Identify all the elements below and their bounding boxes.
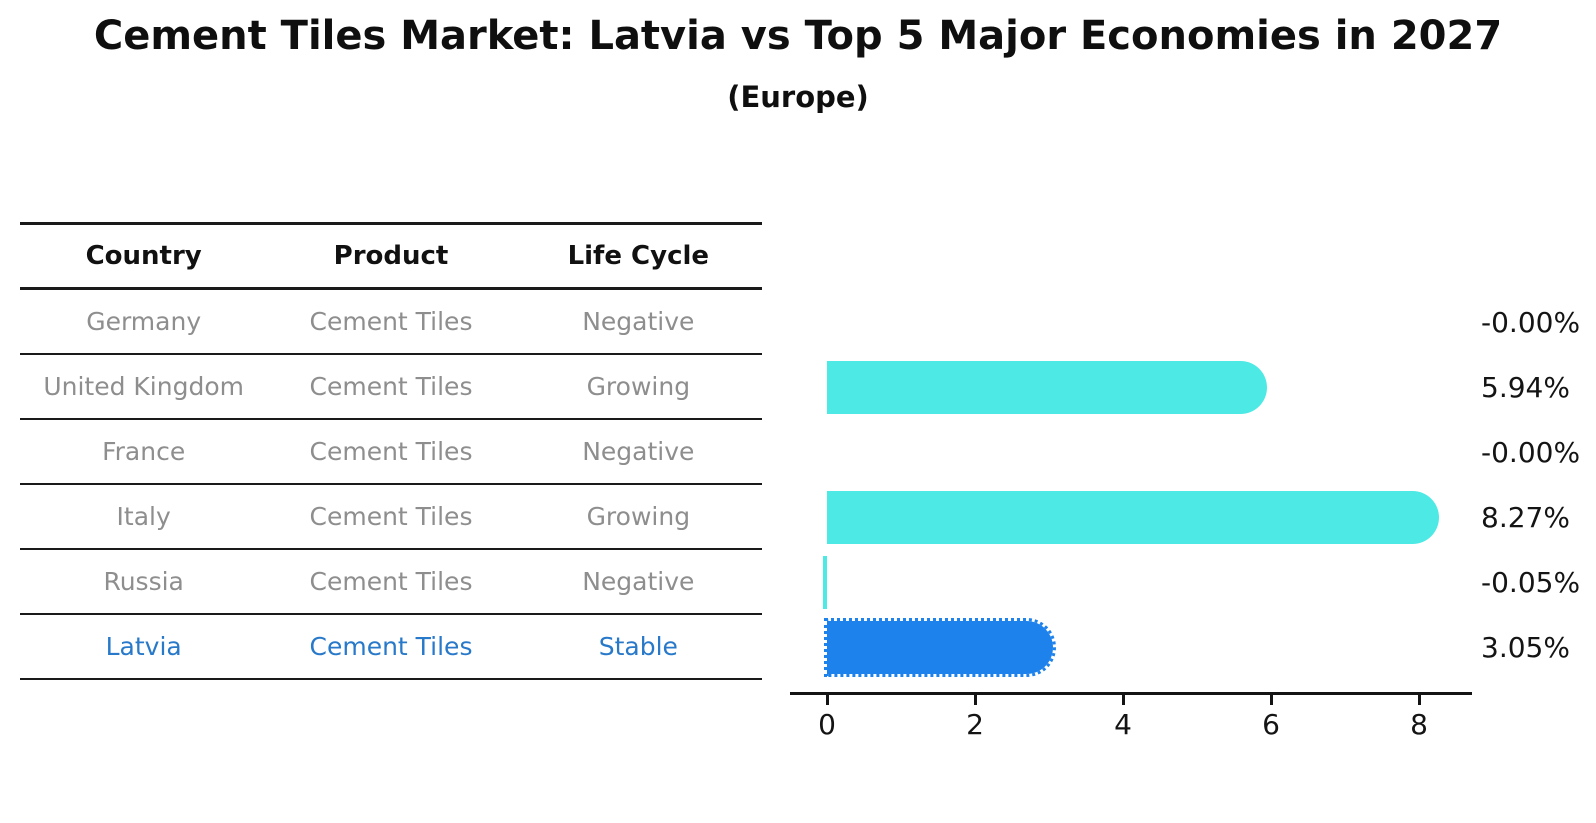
x-axis-tick-6 — [1269, 695, 1273, 705]
column-header-life-cycle: Life Cycle — [567, 241, 710, 271]
table-row-germany: Germany Cement Tiles Negative — [20, 290, 762, 355]
value-label-latvia: 3.05% — [1481, 630, 1570, 664]
cell-product: Cement Tiles — [309, 502, 473, 531]
x-axis-line — [790, 692, 1472, 695]
column-header-product: Product — [333, 241, 449, 271]
value-label-united-kingdom: 5.94% — [1481, 370, 1570, 404]
cell-life-cycle: Growing — [586, 372, 691, 401]
x-axis-tick-0 — [825, 695, 829, 705]
value-label-france: -0.00% — [1481, 435, 1581, 469]
bar-russia — [823, 556, 827, 609]
table-header-row: Country Product Life Cycle — [20, 225, 762, 290]
bar-latvia — [824, 618, 1056, 677]
x-axis-tick-8 — [1417, 695, 1421, 705]
table-row-russia: Russia Cement Tiles Negative — [20, 550, 762, 615]
column-header-country: Country — [85, 241, 202, 271]
x-axis-tick-2 — [973, 695, 977, 705]
x-axis-tick-label-4: 4 — [1114, 708, 1132, 741]
table-row-united-kingdom: United Kingdom Cement Tiles Growing — [20, 355, 762, 420]
x-axis-tick-label-2: 2 — [966, 708, 984, 741]
value-label-italy: 8.27% — [1481, 500, 1570, 534]
cell-life-cycle: Negative — [582, 307, 695, 336]
cell-country: Germany — [86, 307, 202, 336]
chart-title: Cement Tiles Market: Latvia vs Top 5 Maj… — [93, 13, 1503, 59]
value-label-russia: -0.05% — [1481, 565, 1581, 599]
cell-product: Cement Tiles — [309, 632, 473, 661]
cell-product: Cement Tiles — [309, 307, 473, 336]
cell-life-cycle: Negative — [582, 567, 695, 596]
cell-country: France — [102, 437, 186, 466]
country-table: Country Product Life Cycle Germany Cement… — [20, 222, 762, 680]
cell-life-cycle: Growing — [586, 502, 691, 531]
cell-life-cycle: Negative — [582, 437, 695, 466]
bar-italy — [827, 491, 1439, 544]
cell-country: Russia — [103, 567, 184, 596]
table-row-latvia: Latvia Cement Tiles Stable — [20, 615, 762, 680]
value-label-germany: -0.00% — [1481, 305, 1581, 339]
cell-country: Latvia — [105, 632, 182, 661]
cell-product: Cement Tiles — [309, 567, 473, 596]
chart-subtitle: (Europe) — [727, 80, 869, 114]
x-axis-tick-4 — [1121, 695, 1125, 705]
cell-country: Italy — [116, 502, 171, 531]
table-row-italy: Italy Cement Tiles Growing — [20, 485, 762, 550]
x-axis-tick-label-8: 8 — [1410, 708, 1428, 741]
cell-product: Cement Tiles — [309, 437, 473, 466]
table-row-france: France Cement Tiles Negative — [20, 420, 762, 485]
bar-united-kingdom — [827, 361, 1267, 414]
x-axis-tick-label-0: 0 — [818, 708, 836, 741]
cell-product: Cement Tiles — [309, 372, 473, 401]
cell-life-cycle: Stable — [598, 632, 678, 661]
table-body: Germany Cement Tiles Negative United Kingdo… — [20, 290, 762, 680]
cell-country: United Kingdom — [43, 372, 244, 401]
x-axis-tick-label-6: 6 — [1262, 708, 1280, 741]
